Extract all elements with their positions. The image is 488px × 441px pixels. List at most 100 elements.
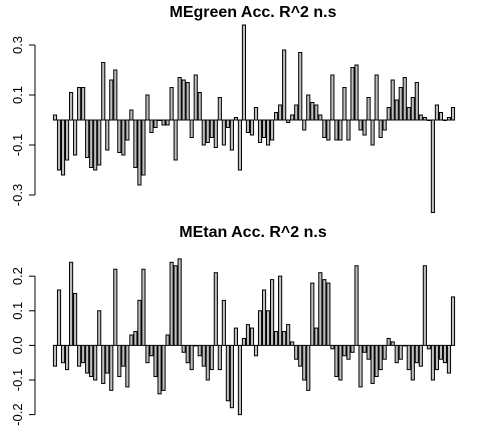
bar-33 bbox=[181, 79, 186, 121]
bar-86 bbox=[394, 344, 399, 364]
y-tick-label: -0.2 bbox=[10, 403, 25, 425]
bar-87 bbox=[398, 344, 403, 360]
bar-39 bbox=[205, 344, 210, 381]
bar-44 bbox=[225, 344, 230, 402]
bar-36 bbox=[193, 74, 198, 121]
bar-25 bbox=[149, 119, 154, 133]
bar-32 bbox=[177, 77, 182, 121]
bar-48 bbox=[241, 337, 247, 346]
bar-39 bbox=[205, 119, 210, 143]
bar-48 bbox=[241, 24, 247, 121]
bar-72 bbox=[338, 119, 343, 141]
bar-59 bbox=[286, 324, 291, 346]
bar-34 bbox=[185, 82, 190, 121]
bar-71 bbox=[334, 344, 339, 378]
bar-77 bbox=[358, 119, 363, 131]
bar-74 bbox=[346, 119, 351, 141]
bar-2 bbox=[56, 119, 62, 171]
bar-38 bbox=[201, 119, 206, 146]
bar-46 bbox=[233, 117, 238, 121]
bar-66 bbox=[314, 104, 319, 121]
bar-31 bbox=[173, 119, 178, 161]
bar-10 bbox=[89, 119, 94, 168]
bar-62 bbox=[298, 344, 303, 367]
bar-3 bbox=[60, 344, 66, 364]
bar-26 bbox=[153, 344, 158, 378]
bar-99 bbox=[446, 117, 452, 121]
bar-23 bbox=[141, 268, 146, 346]
bar-94 bbox=[426, 119, 431, 121]
bar-23 bbox=[141, 119, 146, 176]
bar-22 bbox=[137, 119, 142, 186]
bar-40 bbox=[209, 344, 214, 371]
bar-35 bbox=[189, 344, 194, 371]
bar-93 bbox=[422, 117, 427, 121]
bar-67 bbox=[318, 114, 323, 121]
bar-73 bbox=[342, 344, 347, 357]
bar-15 bbox=[109, 79, 114, 121]
bar-97 bbox=[438, 344, 443, 360]
bar-60 bbox=[290, 341, 295, 346]
bar-91 bbox=[414, 344, 419, 364]
bar-100 bbox=[450, 296, 456, 346]
bar-11 bbox=[93, 344, 98, 381]
chart-title: MEgreen Acc. R^2 n.s bbox=[169, 4, 336, 21]
bar-5 bbox=[69, 261, 74, 346]
bar-63 bbox=[302, 344, 307, 381]
bar-80 bbox=[370, 344, 375, 384]
bar-58 bbox=[282, 49, 287, 121]
bar-58 bbox=[282, 331, 287, 346]
bar-22 bbox=[137, 299, 142, 346]
bar-42 bbox=[217, 97, 222, 121]
bars bbox=[52, 258, 456, 416]
bar-20 bbox=[129, 109, 134, 121]
bar-79 bbox=[366, 344, 371, 360]
bar-44 bbox=[225, 119, 230, 128]
bar-90 bbox=[410, 97, 415, 121]
bar-17 bbox=[117, 344, 122, 378]
bar-33 bbox=[181, 344, 186, 353]
bar-42 bbox=[217, 344, 222, 371]
bar-53 bbox=[261, 289, 267, 346]
bar-53 bbox=[261, 119, 267, 138]
bar-92 bbox=[418, 344, 423, 367]
bar-67 bbox=[318, 272, 323, 346]
bar-98 bbox=[442, 344, 448, 364]
bar-29 bbox=[165, 119, 170, 126]
bar-45 bbox=[229, 344, 234, 409]
bar-80 bbox=[370, 119, 375, 146]
bar-52 bbox=[257, 310, 263, 346]
metan-chart: MEtan Acc. R^2 n.s -0.2 -0.1 0.0 0.1 0.2 bbox=[10, 224, 456, 426]
bar-5 bbox=[69, 92, 74, 121]
bar-85 bbox=[390, 341, 395, 346]
bar-12 bbox=[97, 310, 102, 346]
bar-10 bbox=[89, 344, 94, 378]
bar-41 bbox=[213, 119, 218, 148]
bar-34 bbox=[185, 344, 190, 364]
bar-4 bbox=[65, 344, 70, 371]
bar-1 bbox=[52, 344, 58, 367]
bar-64 bbox=[306, 344, 311, 391]
bars bbox=[52, 24, 456, 213]
bar-59 bbox=[286, 119, 291, 123]
bar-17 bbox=[117, 119, 122, 153]
bar-35 bbox=[189, 119, 194, 138]
bar-43 bbox=[221, 299, 226, 346]
bar-12 bbox=[97, 119, 102, 166]
y-tick-label: 0.0 bbox=[10, 336, 25, 354]
bar-88 bbox=[402, 344, 407, 347]
bar-57 bbox=[278, 275, 283, 346]
bar-61 bbox=[294, 344, 299, 360]
bar-24 bbox=[145, 344, 150, 364]
bar-28 bbox=[161, 344, 166, 391]
bar-36 bbox=[193, 344, 198, 347]
bar-7 bbox=[77, 344, 82, 367]
bar-49 bbox=[245, 119, 251, 133]
bar-68 bbox=[322, 279, 327, 346]
bar-6 bbox=[73, 292, 78, 346]
bar-28 bbox=[161, 119, 166, 126]
bar-16 bbox=[113, 268, 118, 346]
bar-56 bbox=[274, 331, 279, 346]
bar-79 bbox=[366, 97, 371, 121]
bar-71 bbox=[334, 119, 339, 141]
